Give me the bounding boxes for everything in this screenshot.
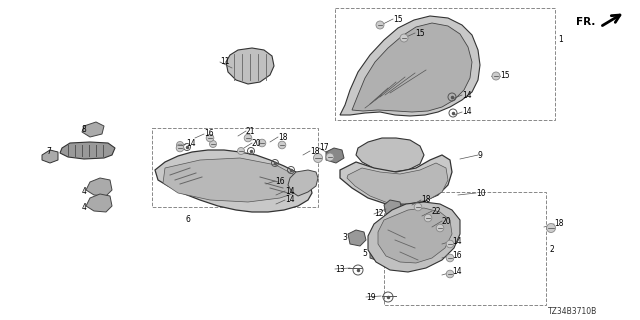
Text: 15: 15	[415, 28, 424, 37]
Polygon shape	[60, 142, 115, 159]
Polygon shape	[340, 16, 480, 116]
Text: 15: 15	[393, 14, 403, 23]
Text: 16: 16	[204, 130, 214, 139]
Text: 18: 18	[554, 220, 563, 228]
Polygon shape	[86, 194, 112, 212]
Text: TZ34B3710B: TZ34B3710B	[548, 308, 597, 316]
Bar	[384, 192, 546, 305]
Circle shape	[176, 144, 184, 152]
Text: 5: 5	[362, 249, 367, 258]
Text: 14: 14	[285, 196, 294, 204]
Polygon shape	[384, 200, 402, 216]
Text: 8: 8	[82, 125, 87, 134]
Circle shape	[492, 72, 500, 80]
Text: 18: 18	[310, 147, 319, 156]
Text: 13: 13	[335, 265, 344, 274]
Polygon shape	[86, 178, 112, 196]
Circle shape	[436, 224, 444, 232]
Circle shape	[446, 240, 454, 248]
Circle shape	[278, 141, 286, 149]
Text: 19: 19	[366, 292, 376, 301]
Text: 11: 11	[220, 58, 230, 67]
Text: 9: 9	[478, 150, 483, 159]
Circle shape	[326, 153, 334, 161]
Polygon shape	[340, 155, 452, 205]
Circle shape	[424, 214, 432, 222]
Polygon shape	[163, 158, 304, 202]
Text: 3: 3	[342, 234, 347, 243]
Polygon shape	[226, 48, 274, 84]
Text: 18: 18	[421, 196, 431, 204]
Text: 22: 22	[432, 206, 442, 215]
Circle shape	[400, 34, 408, 42]
Polygon shape	[348, 230, 366, 246]
Circle shape	[446, 270, 454, 278]
Bar	[335, 8, 555, 120]
Text: 14: 14	[452, 268, 461, 276]
Text: 14: 14	[462, 91, 472, 100]
Text: 2: 2	[550, 245, 555, 254]
Circle shape	[314, 154, 323, 163]
Circle shape	[206, 134, 214, 142]
Text: 1: 1	[558, 36, 563, 44]
Polygon shape	[347, 163, 448, 204]
Text: 20: 20	[252, 139, 262, 148]
Polygon shape	[352, 23, 472, 112]
Polygon shape	[155, 150, 312, 212]
Circle shape	[237, 148, 244, 155]
Text: 20: 20	[442, 217, 452, 226]
Circle shape	[446, 254, 454, 262]
Circle shape	[414, 203, 422, 211]
Text: 6: 6	[186, 215, 191, 225]
Circle shape	[258, 139, 266, 147]
Circle shape	[376, 21, 384, 29]
Text: 14: 14	[186, 140, 196, 148]
Polygon shape	[356, 138, 424, 172]
Text: 4: 4	[82, 203, 87, 212]
Polygon shape	[370, 244, 390, 262]
Bar	[152, 128, 318, 207]
Text: 16: 16	[275, 177, 285, 186]
Text: 10: 10	[476, 188, 486, 197]
Text: 14: 14	[285, 187, 294, 196]
Polygon shape	[368, 202, 460, 272]
Text: 14: 14	[462, 108, 472, 116]
Polygon shape	[42, 150, 58, 163]
Polygon shape	[378, 208, 452, 263]
Polygon shape	[326, 148, 344, 163]
Text: 18: 18	[278, 132, 287, 141]
Circle shape	[244, 134, 252, 142]
Text: 16: 16	[452, 251, 461, 260]
Text: FR.: FR.	[576, 17, 595, 27]
Circle shape	[547, 223, 556, 233]
Polygon shape	[288, 170, 318, 196]
Text: 7: 7	[46, 148, 51, 156]
Text: 14: 14	[452, 236, 461, 245]
Text: 17: 17	[319, 143, 328, 153]
Circle shape	[209, 140, 216, 148]
Polygon shape	[82, 122, 104, 137]
Text: 15: 15	[500, 71, 509, 81]
Text: 4: 4	[82, 187, 87, 196]
Text: 12: 12	[374, 210, 383, 219]
Text: 21: 21	[246, 126, 255, 135]
Circle shape	[177, 141, 184, 148]
